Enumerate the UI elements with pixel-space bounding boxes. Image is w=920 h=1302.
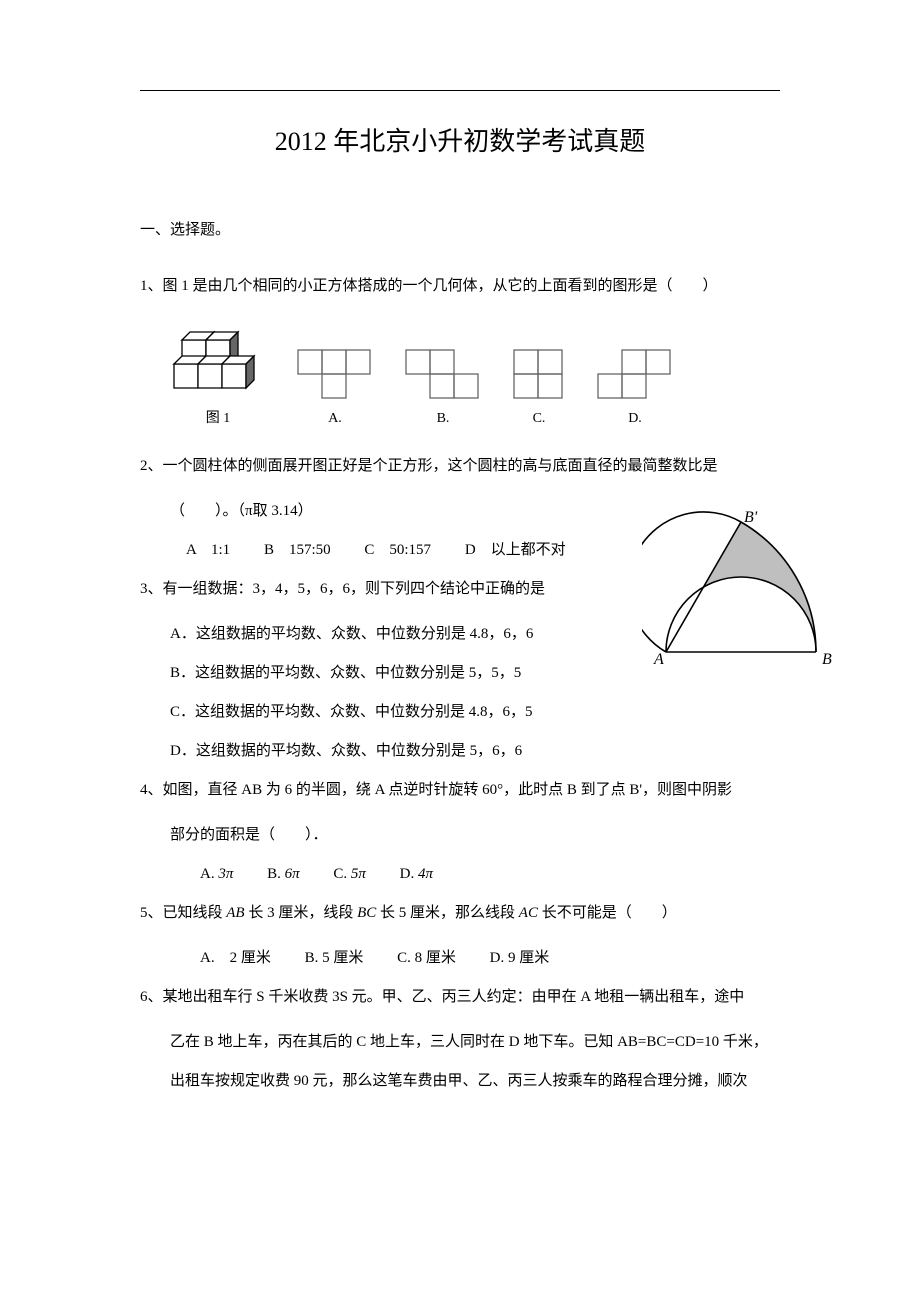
q4-opt-b: B. 6π bbox=[267, 866, 300, 882]
top-rule bbox=[140, 90, 780, 91]
q5-tail: 长不可能是（ ） bbox=[542, 905, 677, 921]
q1-opt-a-label: A. bbox=[296, 411, 374, 427]
q4-options: A. 3π B. 6π C. 5π D. 4π bbox=[140, 855, 780, 894]
q1-opt-c-label: C. bbox=[512, 411, 566, 427]
q4-figure: A B B' bbox=[642, 510, 852, 675]
q1-opt-b-label: B. bbox=[404, 411, 482, 427]
q1-opt-b-svg bbox=[404, 348, 482, 402]
q1-opt-c: C. bbox=[512, 348, 566, 427]
q1-solid-label: 图 1 bbox=[170, 407, 266, 427]
q4-line2: 部分的面积是（ ）． bbox=[140, 816, 780, 855]
q1-text: 1、图 1 是由几个相同的小正方体搭成的一个几何体，从它的上面看到的图形是（ ） bbox=[140, 278, 718, 294]
q4-figure-svg: A B B' bbox=[642, 510, 852, 670]
q5-ac: AC bbox=[519, 905, 538, 921]
section-1-heading: 一、选择题。 bbox=[140, 218, 780, 239]
q2-opt-d: D 以上都不对 bbox=[465, 542, 566, 558]
q3-opt-c: C．这组数据的平均数、众数、中位数分别是 4.8，6，5 bbox=[140, 693, 780, 732]
q1-opt-c-svg bbox=[512, 348, 566, 402]
q1-opt-a: A. bbox=[296, 348, 374, 427]
question-5: 5、已知线段 AB 长 3 厘米，线段 BC 长 5 厘米，那么线段 AC 长不… bbox=[140, 894, 780, 933]
exam-title: 2012 年北京小升初数学考试真题 bbox=[140, 121, 780, 158]
q1-opt-d-svg bbox=[596, 348, 674, 402]
q5-bc: BC bbox=[357, 905, 376, 921]
question-4: 4、如图，直径 AB 为 6 的半圆，绕 A 点逆时针旋转 60°，此时点 B … bbox=[140, 771, 780, 810]
q5-opt-d: D. 9 厘米 bbox=[490, 950, 550, 966]
svg-text:B': B' bbox=[744, 510, 758, 526]
q1-solid: 图 1 bbox=[170, 320, 266, 427]
svg-text:A: A bbox=[653, 651, 664, 668]
q5-opt-a: A. 2 厘米 bbox=[200, 950, 271, 966]
q1-solid-svg bbox=[170, 320, 266, 398]
q2-line1: 2、一个圆柱体的侧面展开图正好是个正方形，这个圆柱的高与底面直径的最简整数比是 bbox=[140, 458, 718, 474]
q1-opt-b: B. bbox=[404, 348, 482, 427]
q6-line3: 出租车按规定收费 90 元，那么这笔车费由甲、乙、丙三人按乘车的路程合理分摊，顺… bbox=[140, 1062, 780, 1101]
q5-mid1: 长 3 厘米，线段 bbox=[248, 905, 353, 921]
q6-line1: 6、某地出租车行 S 千米收费 3S 元。甲、乙、丙三人约定：由甲在 A 地租一… bbox=[140, 989, 744, 1005]
q3-stem: 3、有一组数据：3，4，5，6，6，则下列四个结论中正确的是 bbox=[140, 581, 545, 597]
q4-opt-c: C. 5π bbox=[333, 866, 366, 882]
q2-opt-c: C 50:157 bbox=[364, 542, 431, 558]
q4-line1: 4、如图，直径 AB 为 6 的半圆，绕 A 点逆时针旋转 60°，此时点 B … bbox=[140, 782, 732, 798]
q6-line2: 乙在 B 地上车，丙在其后的 C 地上车，三人同时在 D 地下车。已知 AB=B… bbox=[140, 1023, 780, 1062]
q5-opt-c: C. 8 厘米 bbox=[397, 950, 456, 966]
q1-opt-d-label: D. bbox=[596, 411, 674, 427]
q3-opt-d: D．这组数据的平均数、众数、中位数分别是 5，6，6 bbox=[140, 732, 780, 771]
question-1: 1、图 1 是由几个相同的小正方体搭成的一个几何体，从它的上面看到的图形是（ ） bbox=[140, 267, 780, 306]
q2-opt-a: A 1:1 bbox=[186, 542, 230, 558]
q5-options: A. 2 厘米 B. 5 厘米 C. 8 厘米 D. 9 厘米 bbox=[140, 939, 780, 978]
q2-opt-b: B 157:50 bbox=[264, 542, 331, 558]
q1-figures: 图 1 A. B. bbox=[140, 320, 780, 427]
q5-ab: AB bbox=[226, 905, 244, 921]
q4-opt-d: D. 4π bbox=[400, 866, 433, 882]
q5-opt-b: B. 5 厘米 bbox=[305, 950, 364, 966]
svg-text:B: B bbox=[822, 651, 832, 668]
q5-pre: 5、已知线段 bbox=[140, 905, 223, 921]
q1-opt-d: D. bbox=[596, 348, 674, 427]
question-6: 6、某地出租车行 S 千米收费 3S 元。甲、乙、丙三人约定：由甲在 A 地租一… bbox=[140, 978, 780, 1017]
q4-opt-a: A. 3π bbox=[200, 866, 233, 882]
q5-mid2: 长 5 厘米，那么线段 bbox=[380, 905, 515, 921]
question-2: 2、一个圆柱体的侧面展开图正好是个正方形，这个圆柱的高与底面直径的最简整数比是 bbox=[140, 447, 780, 486]
q1-opt-a-svg bbox=[296, 348, 374, 402]
